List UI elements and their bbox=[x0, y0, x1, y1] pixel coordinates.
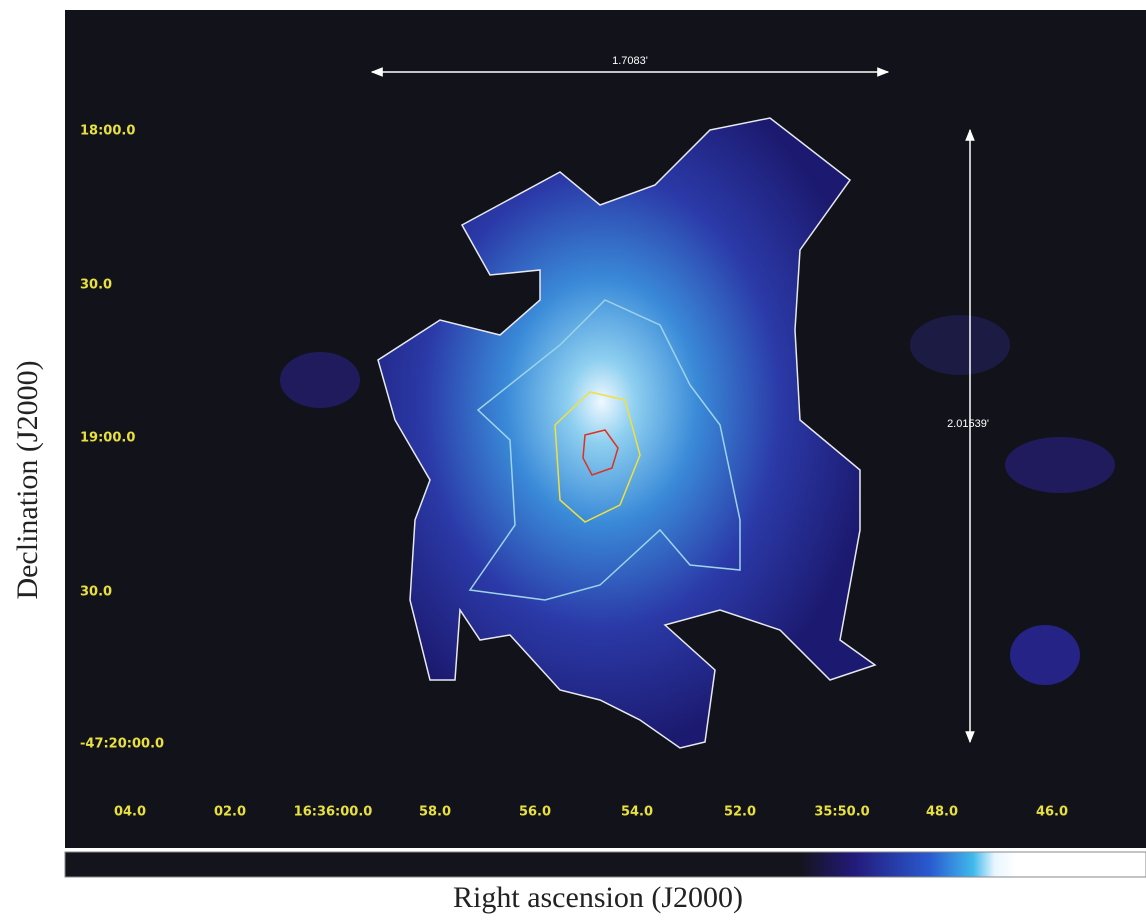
y-tick-label: 19:00.0 bbox=[80, 431, 135, 446]
x-tick-label: 56.0 bbox=[519, 805, 551, 820]
x-tick-label: 48.0 bbox=[926, 805, 958, 820]
x-tick-label: 16:36:00.0 bbox=[294, 805, 373, 820]
annotation: 2.01539' bbox=[947, 418, 989, 430]
emission bbox=[280, 118, 1115, 748]
y-tick-labels: 18:00.0 30.0 19:00.0 30.0 -47:20:00.0 bbox=[80, 124, 164, 752]
y-tick-label: -47:20:00.0 bbox=[80, 737, 164, 752]
x-tick-labels: 04.0 02.0 16:36:00.0 58.0 56.0 54.0 52.0… bbox=[114, 805, 1068, 820]
x-tick-label: 04.0 bbox=[114, 805, 146, 820]
x-tick-label: 46.0 bbox=[1036, 805, 1068, 820]
y-axis-label: Declination (J2000) bbox=[11, 360, 44, 599]
x-tick-label: 35:50.0 bbox=[814, 805, 869, 820]
x-tick-label: 58.0 bbox=[419, 805, 451, 820]
y-tick-label: 30.0 bbox=[80, 585, 112, 600]
annotations: 1.7083' 2.01539' bbox=[370, 55, 989, 744]
x-tick-label: 02.0 bbox=[214, 805, 246, 820]
x-tick-label: 54.0 bbox=[621, 805, 653, 820]
colorbar bbox=[64, 851, 1146, 878]
y-tick-label: 18:00.0 bbox=[80, 124, 135, 139]
y-tick-label: 30.0 bbox=[80, 278, 112, 293]
x-tick-label: 52.0 bbox=[724, 805, 756, 820]
x-axis-label: Right ascension (J2000) bbox=[453, 881, 743, 914]
contours bbox=[377, 117, 877, 749]
annotation: 1.7083' bbox=[612, 55, 648, 67]
